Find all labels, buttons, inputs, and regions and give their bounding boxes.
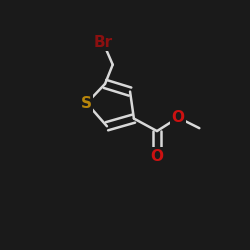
Text: Br: Br [94,35,113,50]
Text: S: S [81,96,92,111]
Text: O: O [150,148,164,164]
Text: O: O [172,110,185,125]
